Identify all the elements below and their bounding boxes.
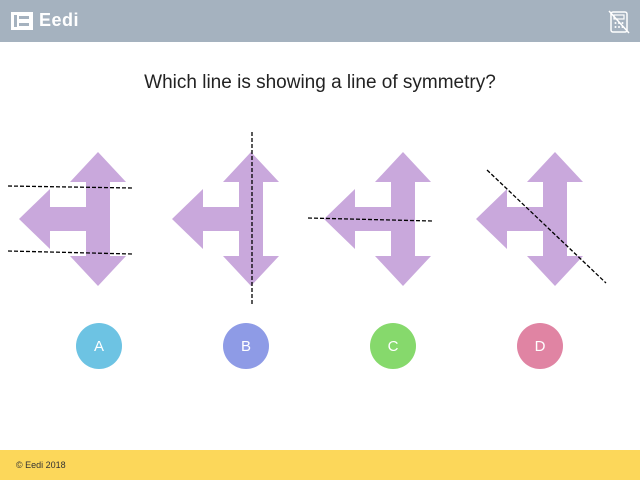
top-bar: Eedi [0,0,640,42]
figure-c [307,152,433,286]
footer-bar: © Eedi 2018 [0,450,640,480]
option-d-button[interactable]: D [517,323,563,369]
option-c-label: C [387,337,399,355]
figure-b [172,132,279,306]
dashed-line-c [307,217,433,222]
option-a-label: A [93,337,104,355]
question-text: Which line is showing a line of symmetry… [144,72,496,93]
option-b-button[interactable]: B [223,323,269,369]
dashed-line-a1 [7,185,133,189]
arrow-shape-b [172,152,279,286]
eedi-logo-icon [11,11,33,30]
option-c-button[interactable]: C [370,323,416,369]
option-d-label: D [534,337,546,355]
dashed-line-a2 [7,250,133,255]
dashed-line-d [486,169,607,284]
symmetry-figures [7,132,607,306]
option-a-button[interactable]: A [76,323,122,369]
option-b-label: B [240,337,251,355]
arrow-shape-d [476,152,583,286]
brand-name: Eedi [39,10,80,30]
figure-d [476,152,607,286]
eedi-logo: Eedi [11,10,79,31]
copyright-text: © Eedi 2018 [16,460,66,470]
arrow-shape-a [19,152,126,286]
figure-a [7,152,133,286]
calculator-disabled-icon[interactable] [608,10,630,34]
